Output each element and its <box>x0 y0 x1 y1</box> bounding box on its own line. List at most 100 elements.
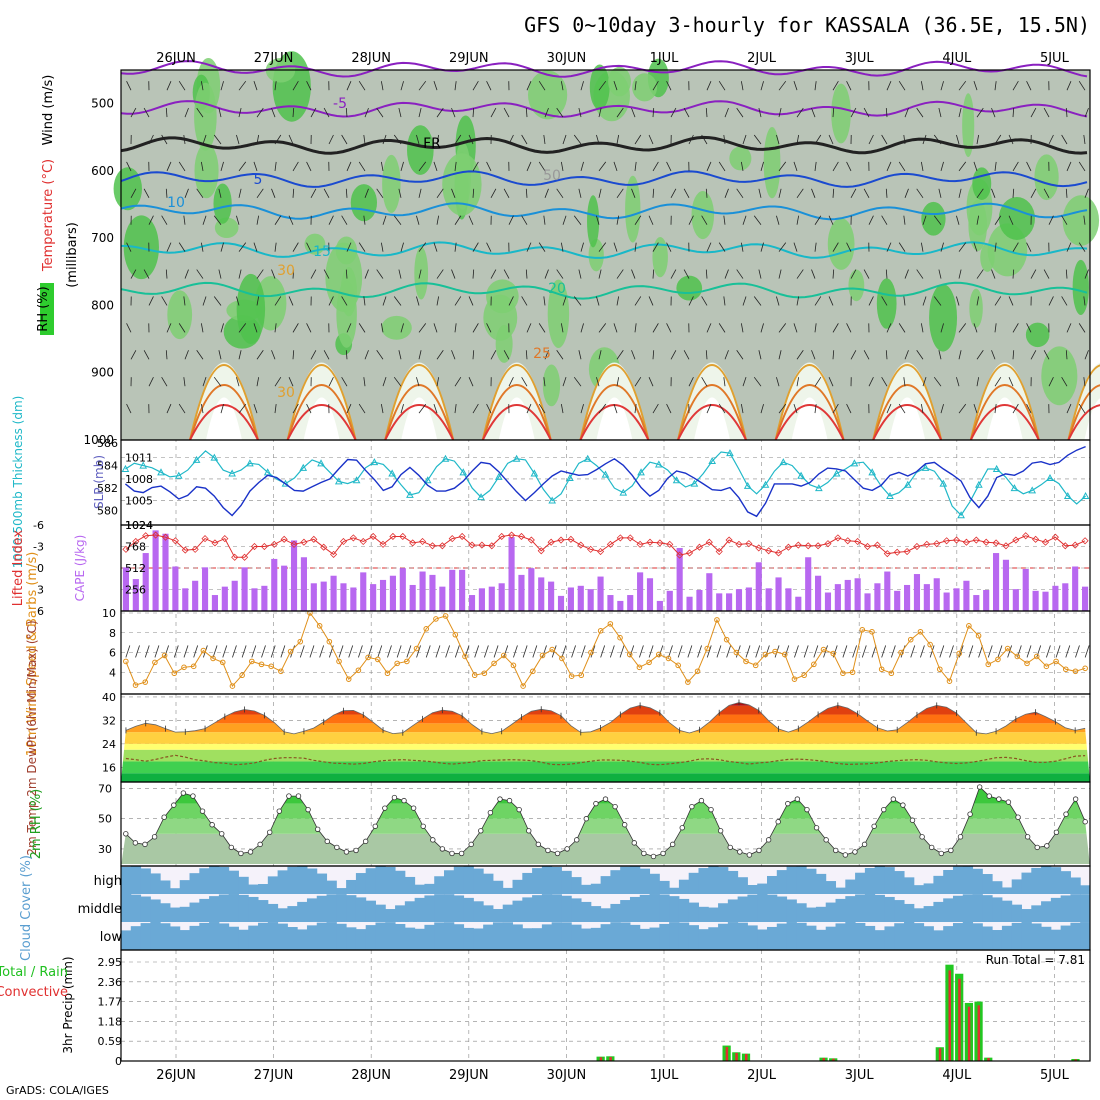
wind-barb <box>253 242 258 252</box>
cloud-middle-bar <box>1080 894 1091 922</box>
wind-speed-marker <box>869 628 875 635</box>
cloud-high-bar <box>355 873 367 894</box>
wind-barb <box>1078 80 1086 91</box>
wind-barb <box>648 296 654 306</box>
wind-barb <box>631 188 636 198</box>
lifted-index-marker <box>547 538 555 546</box>
wind-barb-surface <box>755 645 761 658</box>
cape-bar <box>795 596 802 611</box>
wind-barb <box>578 188 582 198</box>
wind-barb <box>183 134 186 145</box>
wind-barb <box>148 215 154 225</box>
lifted-index-marker <box>508 531 516 539</box>
cloud-high-bar <box>992 881 1003 894</box>
wind-barb <box>274 323 277 333</box>
lifted-index-marker <box>715 547 723 556</box>
cloud-high-bar <box>629 866 641 894</box>
li-ytick: 0 <box>37 562 44 575</box>
wind-barb <box>701 215 708 225</box>
rh-marker <box>286 793 292 799</box>
cloud-high-bar <box>169 888 181 894</box>
lifted-index-marker <box>280 535 288 543</box>
isotherm-30-arch <box>872 364 943 441</box>
wind-barb <box>652 108 655 118</box>
cloud-middle-bar <box>776 896 788 922</box>
wind-barb-surface <box>1065 645 1071 658</box>
wind-barb <box>556 107 564 118</box>
wind-speed-marker <box>917 628 924 635</box>
temp-band <box>121 732 1090 744</box>
cloud-low-bar <box>179 930 191 950</box>
lifted-index-marker <box>626 534 634 542</box>
wind-barb-surface <box>1084 645 1090 658</box>
rh-marker <box>343 849 350 855</box>
rh-moist-patch <box>676 275 703 301</box>
cloud-high-bar <box>639 868 651 894</box>
wind-barb <box>202 377 207 387</box>
ua-ytick-label: 1000 <box>83 433 114 447</box>
cape-bar <box>508 537 515 611</box>
rh-marker <box>314 826 321 832</box>
cape-bar <box>300 557 307 611</box>
wind-barb-surface <box>309 645 315 658</box>
lifted-index-marker <box>982 538 990 546</box>
wind-speed-marker <box>665 655 672 662</box>
wind-barb <box>634 134 642 145</box>
wind-barb <box>1012 242 1019 252</box>
bottom-date-label: 4JUL <box>942 1068 972 1083</box>
wind-barb <box>472 269 475 279</box>
cloud-high-bar <box>522 872 533 894</box>
cape-ytick: 768 <box>125 541 146 554</box>
isotherm-25-arch <box>286 384 357 441</box>
rh-marker <box>785 800 791 807</box>
wind-barb <box>328 215 334 225</box>
thickness-marker <box>210 453 219 461</box>
wind-speed-marker <box>530 668 536 675</box>
wind-barb <box>1048 377 1054 387</box>
wind-barb <box>184 107 189 118</box>
wind-barb <box>814 81 817 91</box>
cloud-high-bar <box>894 871 905 894</box>
wind-speed-marker <box>132 682 139 688</box>
wind-speed-marker <box>539 652 546 659</box>
bottom-date-label: 28JUN <box>351 1068 391 1083</box>
wind-barb-surface <box>483 645 489 658</box>
cloud-high-bar <box>532 868 543 894</box>
rh-moist-patch <box>1062 195 1100 246</box>
cloud-middle-bar <box>463 897 474 922</box>
cape-bar <box>755 562 762 611</box>
wind-barb <box>148 377 154 387</box>
rh-band <box>121 803 1090 819</box>
precip-convective-bar <box>745 1053 748 1061</box>
cloud-high-bar <box>492 880 504 894</box>
cape-bar <box>854 578 861 611</box>
rh-marker <box>621 822 628 828</box>
wind-barb <box>292 108 295 118</box>
thickness-marker <box>317 459 325 467</box>
wind-barb <box>166 161 172 172</box>
wind-barb <box>218 350 222 360</box>
wind-barb <box>670 188 677 199</box>
wind-barb-surface <box>668 645 673 658</box>
wind-barb <box>292 242 299 252</box>
wind-barb <box>904 269 909 279</box>
wind-barb <box>814 215 822 225</box>
wind-speed-marker <box>927 641 933 648</box>
wind-barb <box>472 323 479 333</box>
wind-barb <box>578 350 582 360</box>
cloud-high-bar <box>434 876 445 894</box>
cloud-middle-bar <box>581 901 592 922</box>
wind-speed-marker <box>152 659 158 666</box>
contour-label: 50 <box>543 168 561 184</box>
cloud-high-bar <box>541 866 553 894</box>
wind-barb <box>1061 134 1068 145</box>
wind-barb <box>1084 269 1089 279</box>
wind-barb <box>828 296 834 306</box>
wind-barb <box>220 81 224 91</box>
wind-barb <box>760 242 764 252</box>
wind-barb <box>433 161 438 172</box>
rh-marker <box>852 849 858 855</box>
cloud-low-bar <box>992 930 1003 950</box>
wind-barb-surface <box>280 645 286 658</box>
rh-moist-patch <box>729 146 752 171</box>
